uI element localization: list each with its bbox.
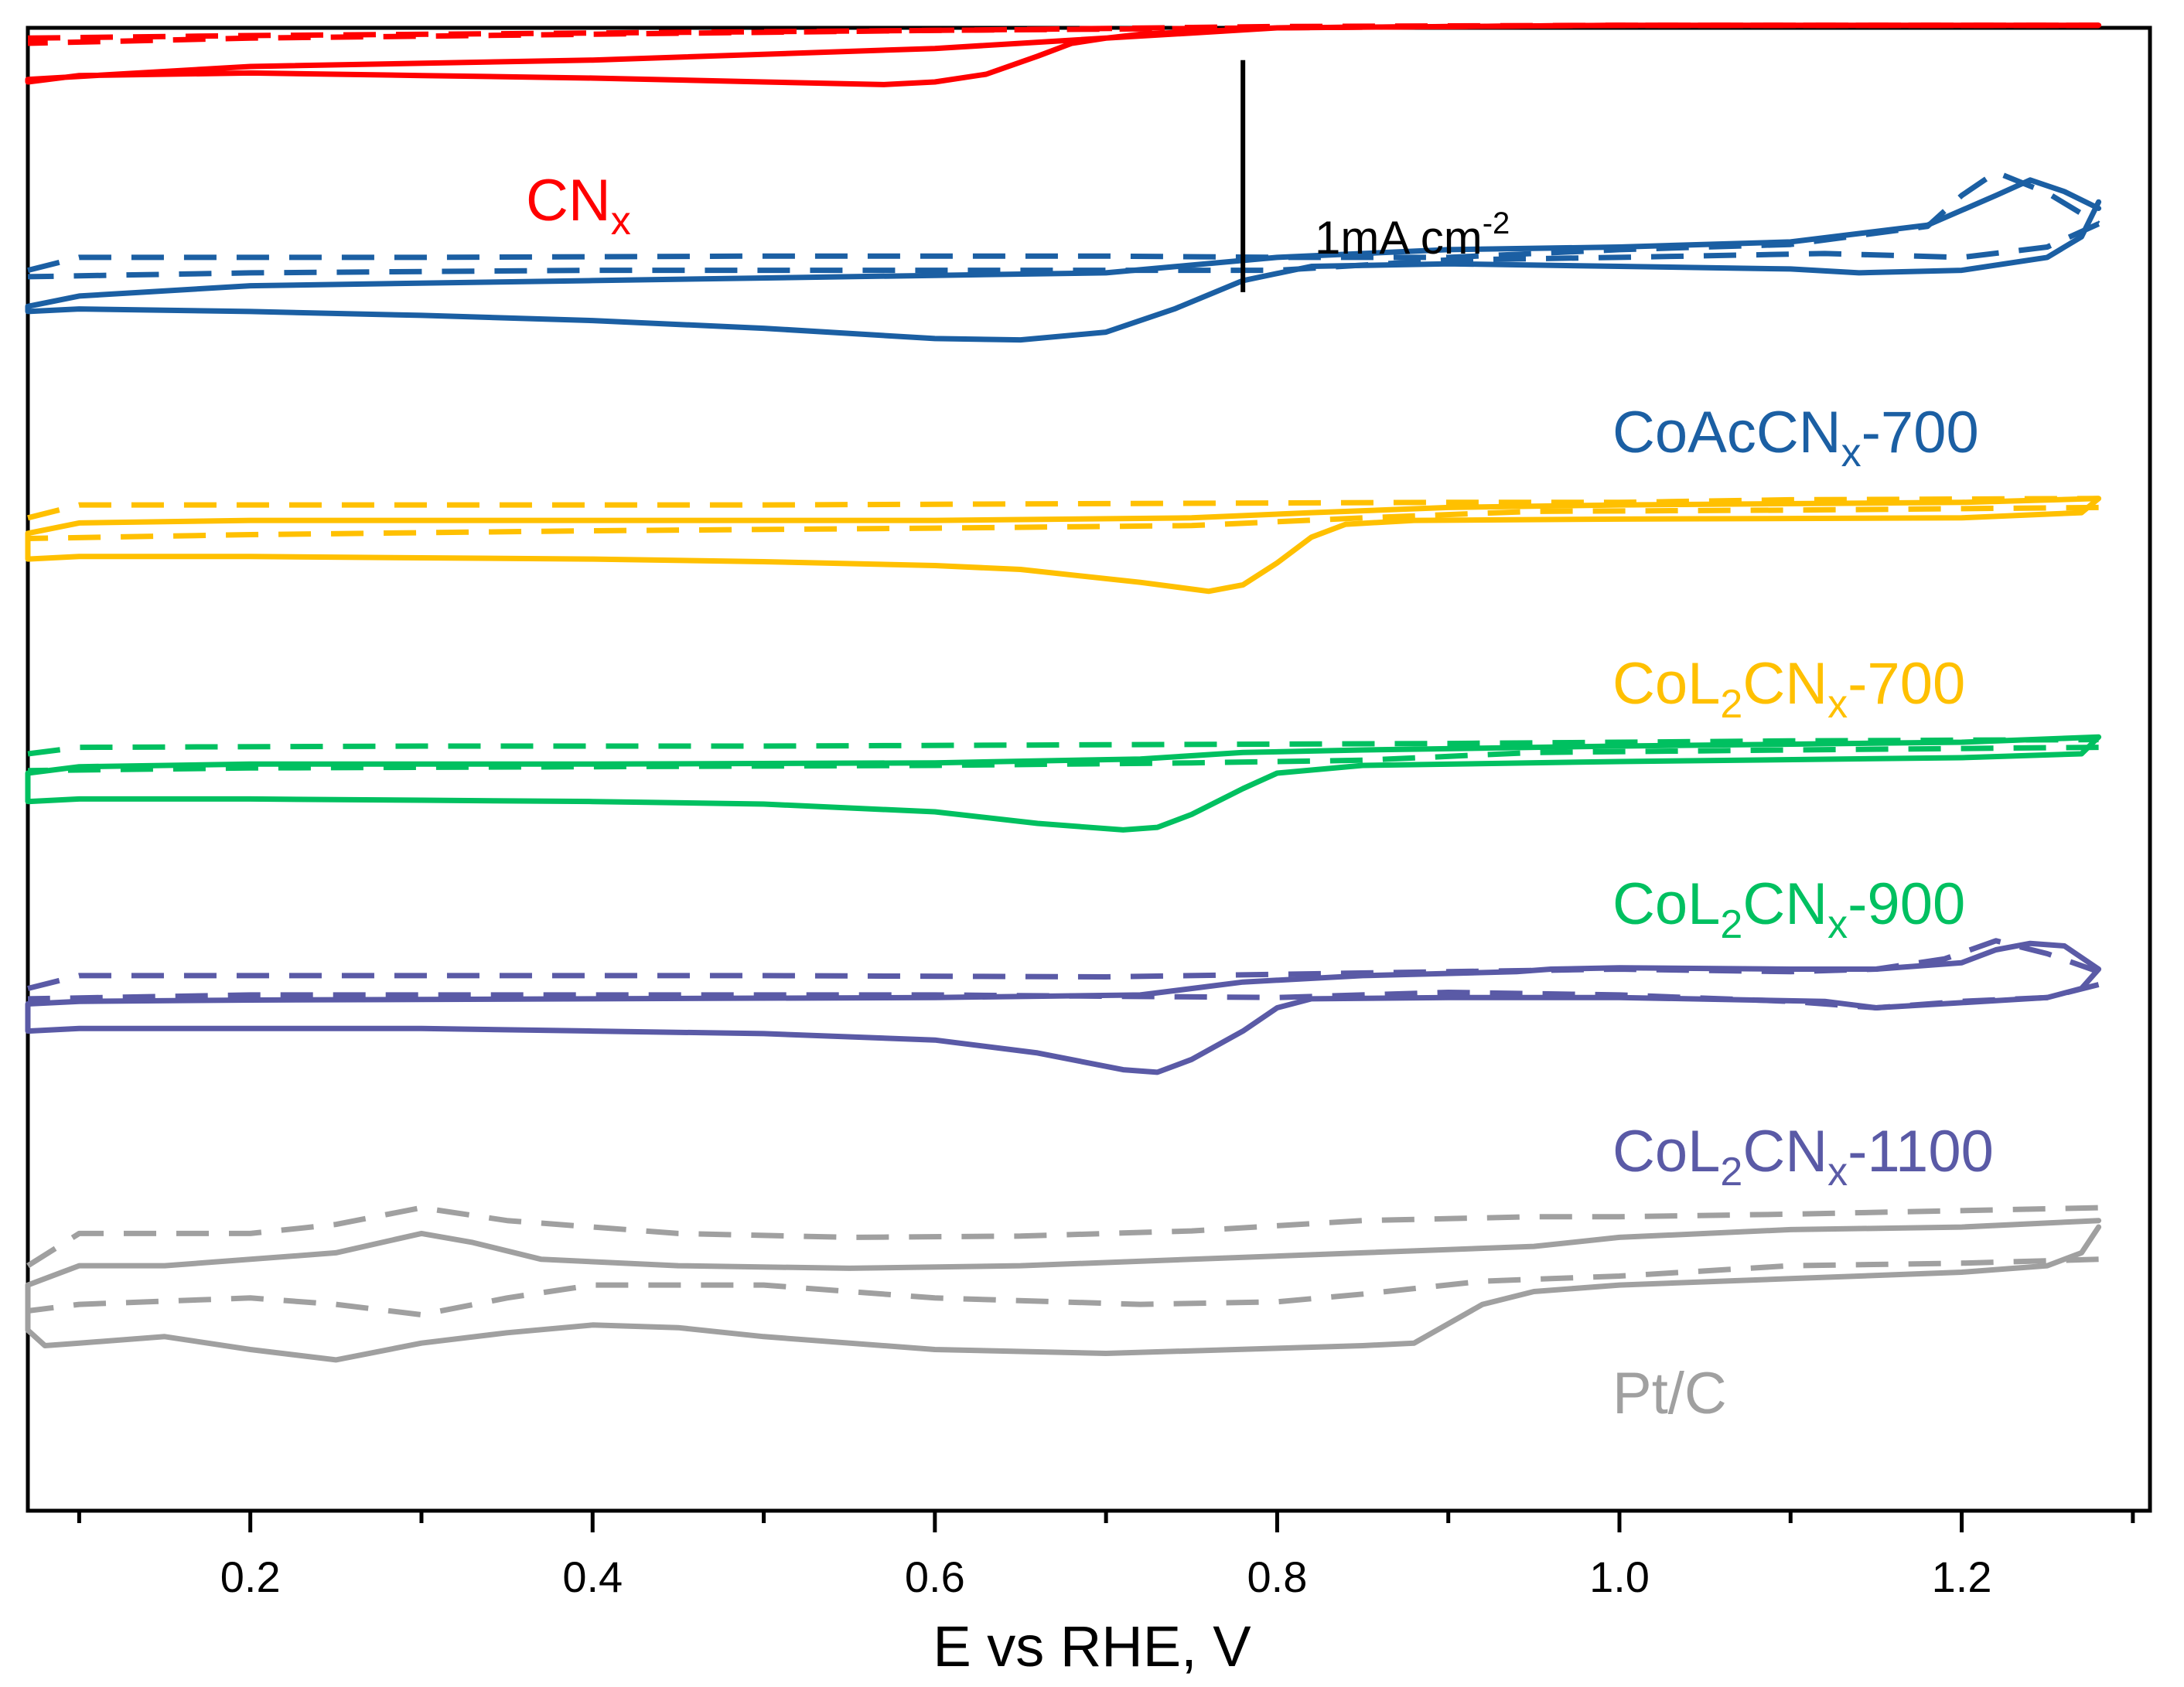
scale-bar: 1mA cm-2 — [1240, 60, 1510, 292]
cv-trace-dashed-return — [27, 221, 2100, 280]
cv-trace-dashed — [26, 1205, 2099, 1269]
x-tick-label: 0.4 — [562, 1552, 623, 1601]
cv-trace-solid — [25, 177, 2102, 343]
cv-trace-dashed-return — [27, 22, 2099, 46]
series-col2cnx-900 — [25, 734, 2102, 833]
series-label: CoAcCNx-700 — [1612, 400, 1979, 475]
cv-trace-dashed-return — [27, 982, 2100, 1010]
x-tick-label: 0.2 — [220, 1552, 281, 1601]
cv-trace-dashed — [27, 938, 2100, 991]
series-label: CoL2CNx-1100 — [1612, 1119, 1994, 1195]
x-axis-title: E vs RHE, V — [933, 1614, 1251, 1678]
x-axis-ticks: 0.2 0.4 0.6 0.8 1.0 1.2 — [77, 1511, 2135, 1601]
cv-trace-dashed — [27, 737, 2099, 757]
cv-trace-solid — [25, 496, 2102, 595]
series-label: CoL2CNx-900 — [1612, 871, 1965, 947]
x-tick-label: 0.8 — [1247, 1552, 1307, 1601]
cv-trace-solid — [25, 734, 2102, 833]
series-pt-c — [25, 1205, 2102, 1363]
series-label: CNx — [526, 168, 631, 244]
scale-bar-label: 1mA cm-2 — [1315, 206, 1510, 264]
cv-trace-dashed-return — [27, 1256, 2099, 1317]
x-tick-label: 1.0 — [1589, 1552, 1650, 1601]
series-label: Pt/C — [1612, 1361, 1727, 1426]
cv-trace-dashed — [27, 169, 2100, 273]
x-tick-label: 1.2 — [1932, 1552, 1992, 1601]
series-coaccnx-700 — [25, 169, 2102, 343]
series-labels: CNx CoAcCNx-700 CoL2CNx-700 CoL2CNx-900 CoL2… — [526, 168, 1994, 1426]
cv-trace-dashed — [27, 496, 2099, 521]
cv-trace-solid — [25, 22, 2102, 87]
series-col2cnx-1100 — [25, 938, 2102, 1075]
cv-trace-dashed-return — [27, 504, 2099, 541]
series-col2cnx-700 — [25, 496, 2102, 595]
cv-trace-solid — [25, 1218, 2102, 1363]
series-cnx — [25, 22, 2102, 87]
series-label: CoL2CNx-700 — [1612, 651, 1965, 727]
cv-trace-dashed-return — [27, 745, 2099, 774]
x-tick-label: 0.6 — [905, 1552, 965, 1601]
cv-trace-solid — [25, 940, 2102, 1075]
series-layer — [25, 22, 2102, 1363]
